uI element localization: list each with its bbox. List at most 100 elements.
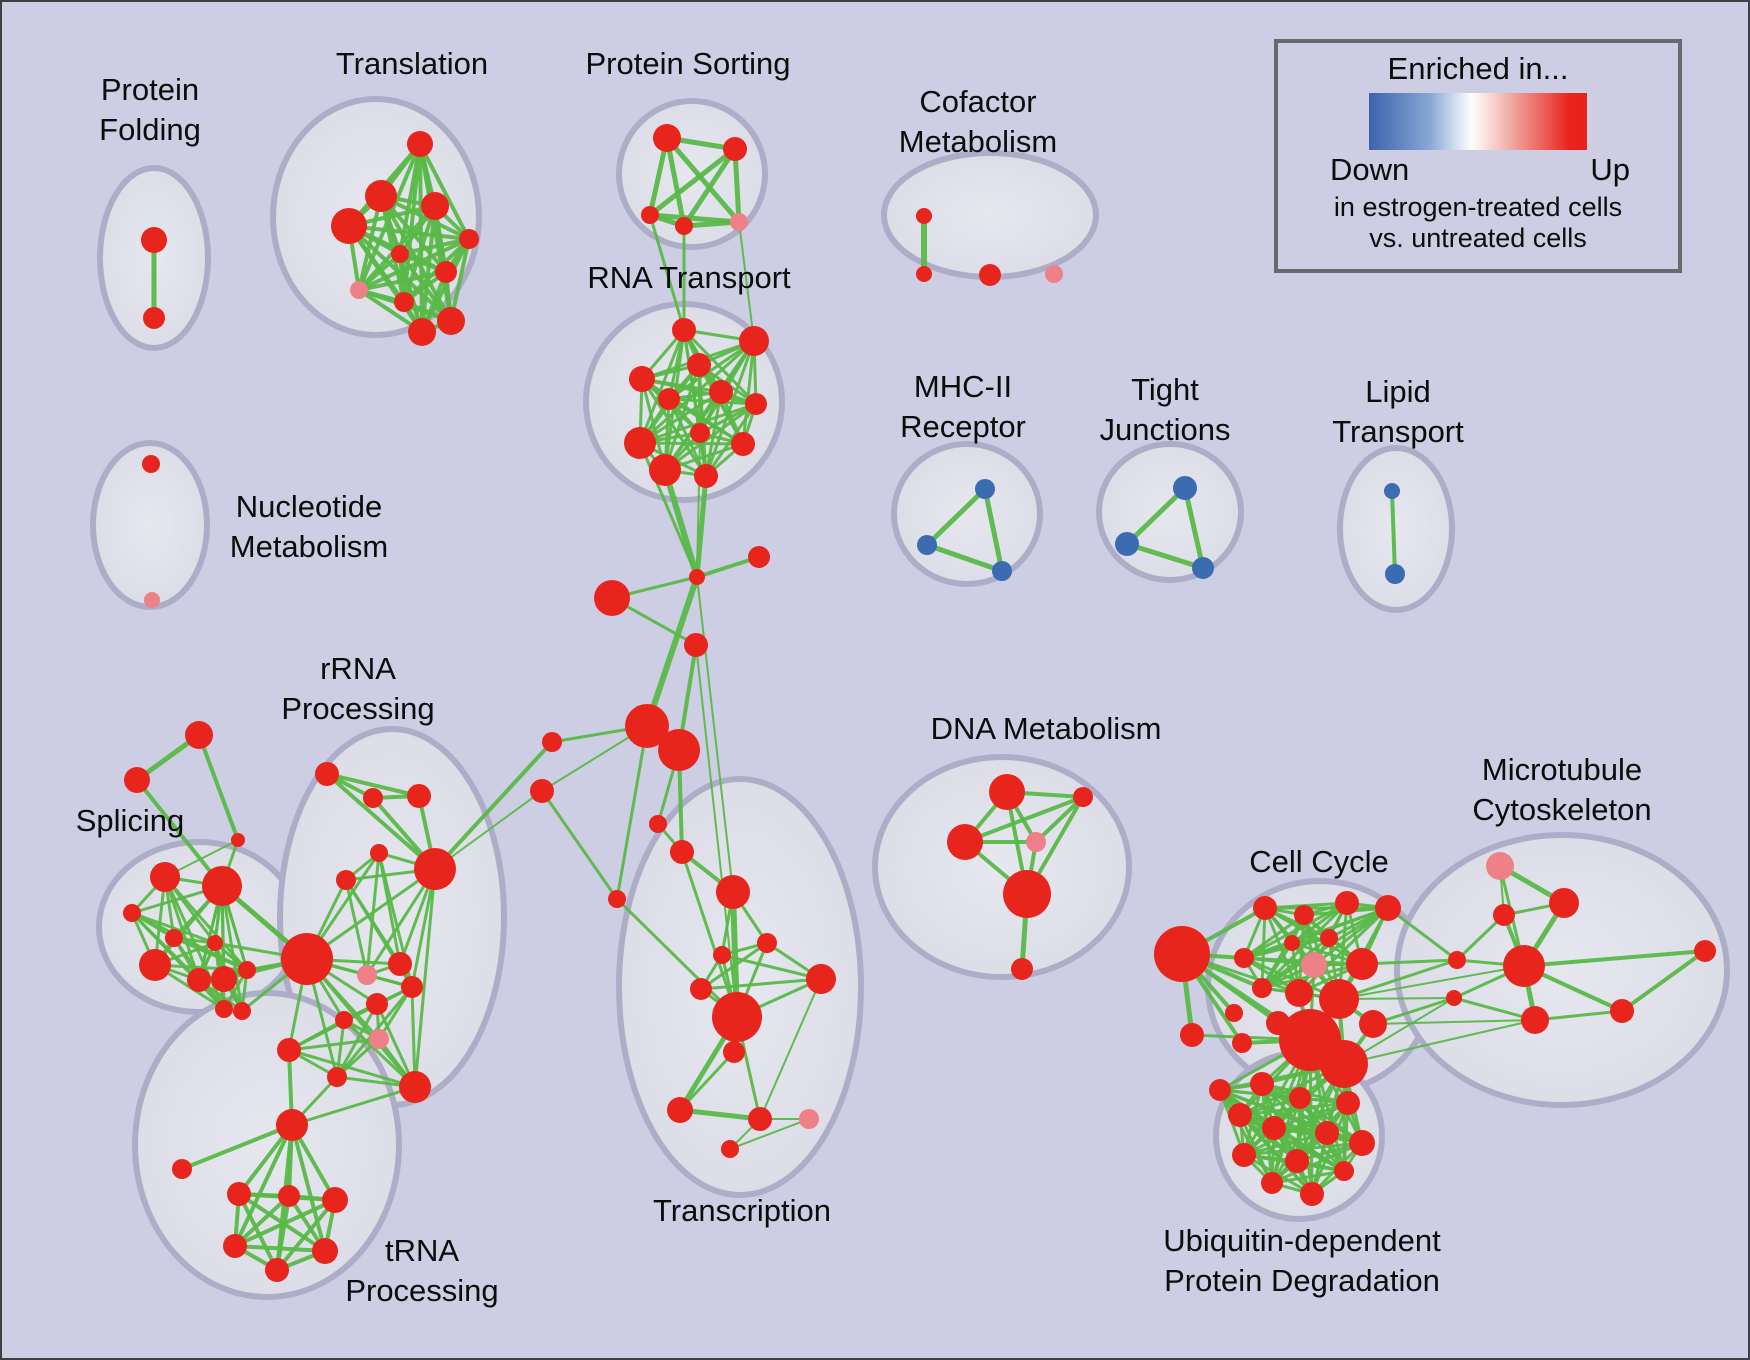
node-sp7 bbox=[187, 968, 211, 992]
cluster-label-u-line1: Ubiquitin-dependent bbox=[1163, 1223, 1441, 1258]
node-sp3 bbox=[123, 904, 141, 922]
color-legend: Enriched in... Down Up in estrogen-treat… bbox=[1274, 39, 1682, 273]
node-mt2 bbox=[1549, 888, 1579, 918]
edge bbox=[694, 475, 709, 578]
legend-title: Enriched in... bbox=[1387, 51, 1569, 86]
node-r1 bbox=[315, 762, 339, 786]
cluster-label-lt-line2: Transport bbox=[1332, 414, 1464, 449]
node-r14 bbox=[277, 1038, 301, 1062]
node-n3 bbox=[278, 1185, 300, 1207]
edge bbox=[615, 725, 649, 900]
cluster-label-lt-line1: Lipid bbox=[1365, 374, 1431, 409]
node-mt7 bbox=[1694, 940, 1716, 962]
edge bbox=[639, 441, 744, 446]
node-sa3 bbox=[231, 833, 245, 847]
cluster-label-mt-line1: Microtubule bbox=[1482, 752, 1642, 787]
node-n7 bbox=[265, 1258, 289, 1282]
cluster-label-x-line1: Transcription bbox=[653, 1193, 831, 1228]
node-x2 bbox=[670, 840, 694, 864]
node-u6 bbox=[1315, 1121, 1339, 1145]
node-cf4 bbox=[1045, 265, 1063, 283]
node-t4 bbox=[331, 208, 367, 244]
node-x4 bbox=[716, 875, 750, 909]
edge bbox=[1534, 1009, 1623, 1022]
node-sp6 bbox=[139, 949, 171, 981]
node-tj2 bbox=[1115, 532, 1139, 556]
edge bbox=[1387, 906, 1458, 962]
node-t1 bbox=[407, 131, 433, 157]
edge bbox=[1243, 901, 1348, 960]
node-d5 bbox=[1003, 870, 1051, 918]
node-x14 bbox=[799, 1109, 819, 1129]
cluster-label-n-line2: Processing bbox=[345, 1273, 498, 1308]
node-t9 bbox=[394, 292, 414, 312]
cluster-ellipse-mh bbox=[891, 441, 1043, 587]
node-r3 bbox=[407, 784, 431, 808]
edge bbox=[1243, 1131, 1328, 1157]
edge bbox=[641, 377, 757, 406]
node-rt7 bbox=[745, 393, 767, 415]
node-rt1 bbox=[672, 318, 696, 342]
node-rt5 bbox=[709, 380, 733, 404]
edge bbox=[305, 958, 417, 1088]
node-pf2 bbox=[143, 307, 165, 329]
node-ps2 bbox=[723, 137, 747, 161]
edge bbox=[410, 986, 417, 1088]
node-d2 bbox=[1073, 787, 1093, 807]
node-d1 bbox=[989, 774, 1025, 810]
node-u2 bbox=[1289, 1087, 1311, 1109]
node-nm1 bbox=[142, 455, 160, 473]
node-m1 bbox=[542, 732, 562, 752]
node-r15 bbox=[327, 1067, 347, 1087]
node-n6 bbox=[312, 1238, 338, 1264]
node-mt6 bbox=[1610, 999, 1634, 1023]
edge bbox=[1310, 1102, 1350, 1195]
edge bbox=[638, 442, 699, 578]
edge bbox=[1218, 1089, 1274, 1184]
edge bbox=[540, 790, 619, 900]
node-nm2 bbox=[144, 592, 160, 608]
edge bbox=[290, 1124, 327, 1252]
edge bbox=[342, 1018, 417, 1089]
node-d6 bbox=[1011, 958, 1033, 980]
cluster-label-mh-line1: MHC-II bbox=[914, 369, 1012, 404]
edge bbox=[1343, 1019, 1536, 1065]
edge bbox=[982, 488, 1005, 572]
node-c7 bbox=[1284, 935, 1300, 951]
node-cb2 bbox=[1320, 1040, 1368, 1088]
node-t10 bbox=[437, 307, 465, 335]
node-r12 bbox=[335, 1011, 353, 1029]
node-c6 bbox=[1320, 929, 1338, 947]
node-c3 bbox=[1294, 905, 1314, 925]
edge bbox=[306, 867, 436, 961]
edge bbox=[615, 897, 739, 1019]
node-r10 bbox=[401, 976, 423, 998]
node-mt1 bbox=[1486, 852, 1514, 880]
edge bbox=[434, 790, 543, 870]
cluster-label-nm-line2: Metabolism bbox=[230, 529, 389, 564]
node-bm2 bbox=[1446, 990, 1462, 1006]
node-mh1 bbox=[975, 479, 995, 499]
node-x12 bbox=[667, 1097, 693, 1123]
node-x10 bbox=[712, 992, 762, 1042]
node-u13 bbox=[1209, 1079, 1231, 1101]
node-x1 bbox=[649, 815, 667, 833]
node-r17 bbox=[233, 1002, 251, 1020]
edge bbox=[220, 885, 244, 1012]
node-t11 bbox=[408, 318, 436, 346]
node-cf1 bbox=[916, 208, 932, 224]
node-t2 bbox=[365, 180, 397, 212]
edge bbox=[925, 487, 987, 547]
edge bbox=[1125, 486, 1187, 546]
node-sp5 bbox=[207, 935, 223, 951]
edge bbox=[1271, 1141, 1363, 1185]
edge bbox=[418, 143, 424, 333]
node-c16 bbox=[1180, 1023, 1204, 1047]
node-x15 bbox=[721, 1140, 739, 1158]
node-r8 bbox=[388, 952, 412, 976]
node-r16 bbox=[399, 1071, 431, 1103]
node-c8 bbox=[1234, 948, 1254, 968]
node-t5 bbox=[459, 229, 479, 249]
edge bbox=[288, 1048, 416, 1089]
edge bbox=[1372, 1019, 1536, 1025]
